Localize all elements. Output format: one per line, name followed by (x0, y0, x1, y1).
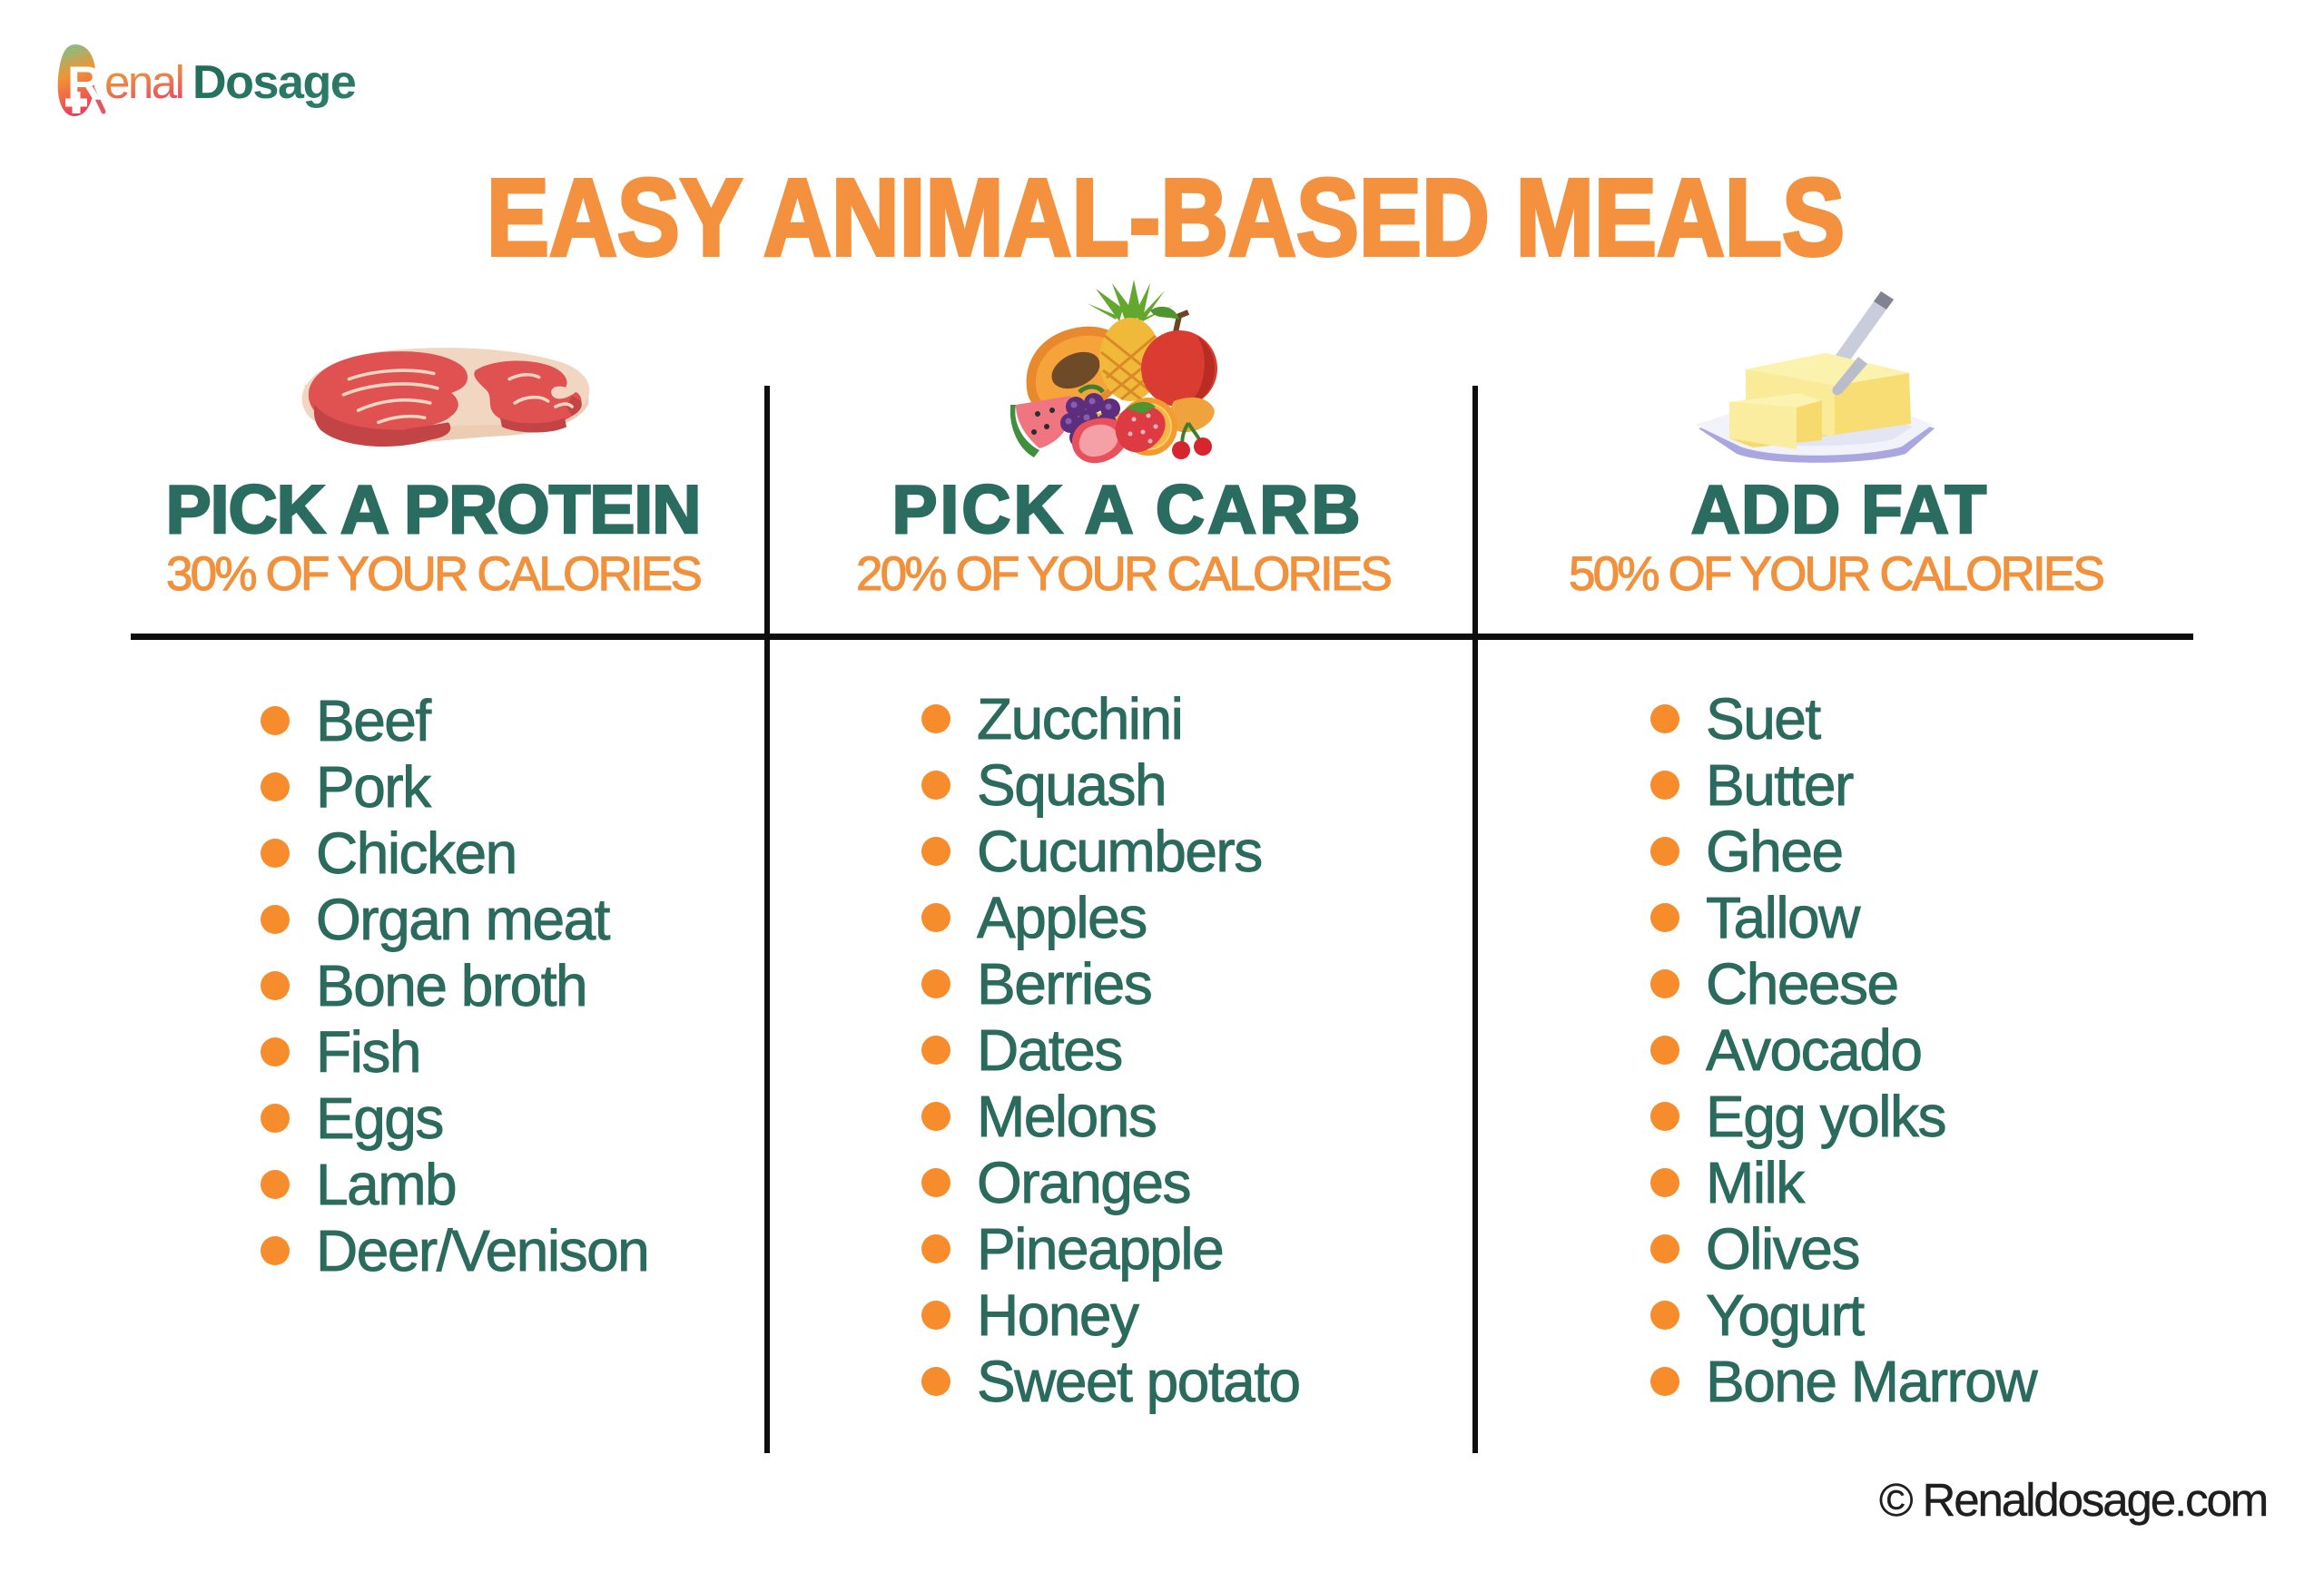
svg-text:Dosage: Dosage (192, 56, 356, 109)
svg-text:enal: enal (104, 56, 182, 108)
